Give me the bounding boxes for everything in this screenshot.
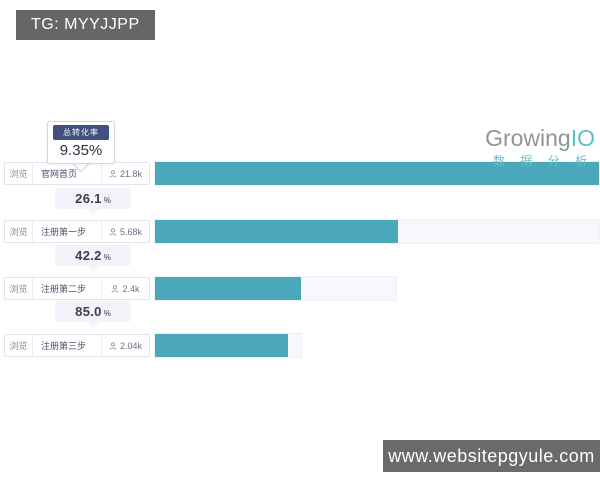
funnel-bar[interactable] [155, 277, 301, 300]
conversion-rate-unit: % [103, 195, 111, 205]
event-count: 21.8k [101, 163, 149, 184]
logo-wordmark: GrowingIO [485, 126, 595, 150]
event-type-label: 浏览 [5, 335, 33, 356]
event-count-value: 2.4k [122, 283, 140, 294]
person-icon [109, 341, 117, 350]
event-count-value: 5.68k [119, 226, 143, 237]
funnel-bar-track [154, 161, 600, 186]
total-conversion-callout: 总转化率 9.35% [47, 121, 115, 173]
event-count-value: 21.8k [119, 168, 143, 179]
funnel-step-card[interactable]: 浏览 注册第一步 5.68k [4, 220, 150, 243]
conversion-rate-pill[interactable]: 85.0 % [55, 301, 131, 328]
event-type-label: 浏览 [5, 163, 33, 184]
event-name-label: 注册第三步 [41, 341, 87, 351]
event-count: 5.68k [101, 221, 149, 242]
funnel-bar[interactable] [155, 334, 288, 357]
logo-subtitle: 数 据 分 析 [493, 154, 594, 168]
conversion-rate-value: 85.0 [75, 304, 102, 319]
conversion-rate-unit: % [103, 252, 111, 262]
person-icon [112, 284, 119, 293]
total-conversion-box: 总转化率 9.35% [47, 121, 115, 164]
event-name-label: 官网首页 [41, 169, 78, 179]
event-name-label: 注册第二步 [41, 284, 87, 294]
funnel-bar-track [154, 219, 600, 244]
growingio-logo: GrowingIO 数 据 分 析 [485, 126, 595, 169]
event-type-label: 浏览 [5, 221, 33, 242]
person-icon [109, 227, 117, 236]
tg-watermark-badge: TG: MYYJJPP [16, 10, 155, 40]
logo-text-growing: Growing [485, 125, 571, 151]
conversion-rate-pill[interactable]: 26.1 % [55, 188, 131, 215]
funnel-step-card[interactable]: 浏览 注册第三步 2.04k [4, 334, 150, 357]
funnel-bar-track [154, 276, 397, 301]
funnel-bar-track [154, 333, 302, 358]
event-name-label: 注册第一步 [41, 227, 87, 237]
conversion-rate-unit: % [103, 308, 111, 318]
conversion-rate-pill[interactable]: 42.2 % [55, 245, 131, 272]
total-conversion-label: 总转化率 [53, 125, 109, 140]
event-count: 2.4k [101, 278, 149, 299]
logo-text-io: IO [570, 125, 595, 151]
conversion-rate-value: 26.1 [75, 191, 102, 206]
conversion-rate-value: 42.2 [75, 248, 102, 263]
person-icon [109, 169, 117, 178]
funnel-bar[interactable] [155, 220, 398, 243]
event-type-label: 浏览 [5, 278, 33, 299]
funnel-bar[interactable] [155, 162, 599, 185]
event-count: 2.04k [101, 335, 149, 356]
site-watermark: www.websitepgyule.com [383, 440, 600, 472]
event-count-value: 2.04k [119, 340, 143, 351]
total-conversion-value: 9.35% [59, 142, 103, 159]
funnel-step-card[interactable]: 浏览 注册第二步 2.4k [4, 277, 150, 300]
